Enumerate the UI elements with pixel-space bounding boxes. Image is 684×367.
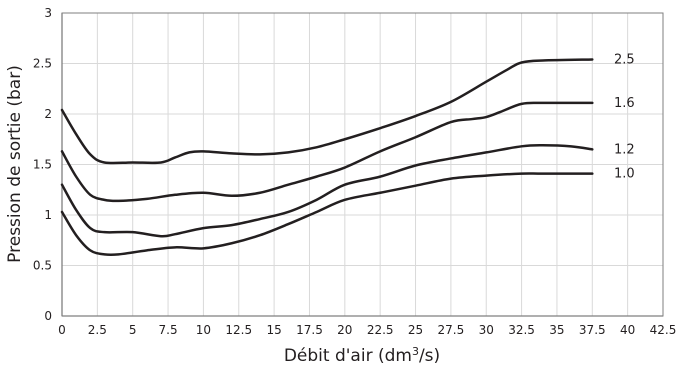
x-tick-label: 20: [337, 323, 352, 337]
x-tick-label: 30: [479, 323, 494, 337]
x-axis-label-main: Débit d'air (dm: [284, 346, 412, 366]
x-tick-label: 0: [58, 323, 66, 337]
x-tick-label: 40: [620, 323, 635, 337]
series-line-2-5: [60, 58, 594, 165]
series-label-layer: 2.5 1.6 1.2 1.0: [614, 52, 635, 181]
x-axis-label: Débit d'air (dm3/s): [284, 345, 440, 367]
tick-label-layer: 0 2.5 5 7.5 10 12.5 15 17.5 20 22.5 25 27.5 30 32.5 35…: [33, 6, 676, 337]
y-axis-label: Pression de sortie (bar): [5, 65, 25, 263]
y-tick-label: 2: [44, 107, 52, 121]
x-tick-label: 22.5: [367, 323, 394, 337]
axis-layer: [61, 12, 664, 317]
x-tick-label: 27.5: [438, 323, 465, 337]
series-label-1-2: 1.2: [614, 142, 635, 157]
y-tick-label: 0.5: [33, 259, 52, 273]
x-tick-label: 7.5: [159, 323, 178, 337]
x-tick-label: 15: [266, 323, 281, 337]
x-tick-label: 42.5: [650, 323, 677, 337]
x-axis-label-tail: /s): [419, 346, 440, 366]
grid-layer: [61, 12, 664, 317]
x-tick-label: 35: [549, 323, 564, 337]
series-line-1-0: [60, 172, 594, 257]
x-tick-label: 37.5: [579, 323, 606, 337]
series-label-2-5: 2.5: [614, 52, 635, 67]
y-tick-label: 2.5: [33, 57, 52, 71]
x-tick-label: 32.5: [508, 323, 535, 337]
y-tick-label: 1: [44, 208, 52, 222]
series-label-1-6: 1.6: [614, 96, 635, 111]
y-tick-label: 1.5: [33, 158, 52, 172]
x-tick-label: 5: [129, 323, 137, 337]
series-line-1-2: [60, 144, 594, 238]
x-tick-label: 25: [408, 323, 423, 337]
y-tick-label: 0: [44, 309, 52, 323]
x-tick-label: 17.5: [296, 323, 323, 337]
x-tick-label: 2.5: [88, 323, 107, 337]
series-layer: [60, 58, 594, 257]
series-label-1-0: 1.0: [614, 167, 635, 182]
y-tick-label: 3: [44, 6, 52, 20]
x-axis-label-superscript: 3: [412, 345, 419, 358]
x-tick-label: 12.5: [225, 323, 252, 337]
x-tick-label: 10: [196, 323, 211, 337]
series-line-1-6: [60, 101, 594, 203]
